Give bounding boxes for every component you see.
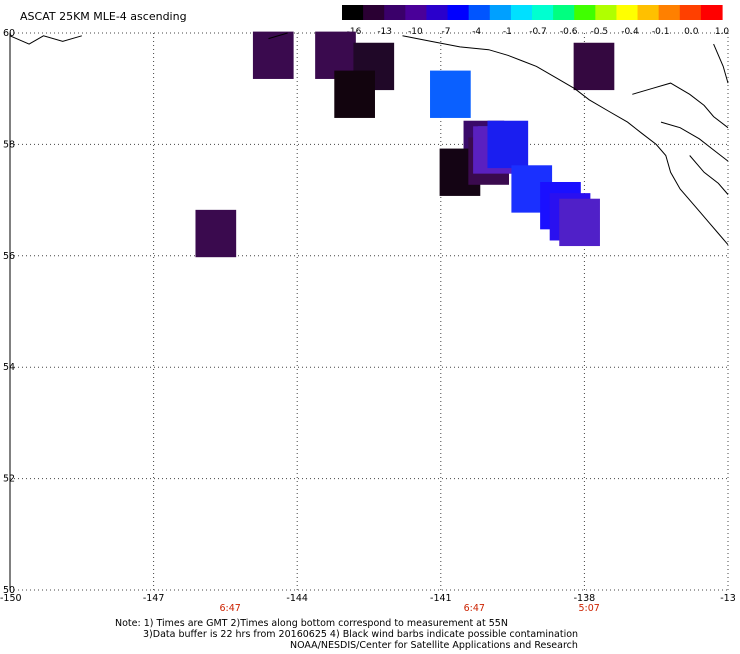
latitude-tick-label: 56 [3,251,15,262]
longitude-tick-label: -150 [0,593,22,604]
coastline-segment [268,32,288,40]
colorbar-label: 1.0 [715,27,730,37]
colorbar-swatch [405,5,428,20]
coastline-segment [632,82,729,129]
colorbar-label: -0.1 [652,27,670,37]
data-cell [252,31,294,79]
colorbar-swatch [616,5,639,20]
colorbar-label: -10 [408,27,423,37]
colorbar-swatch [426,5,449,20]
longitude-tick-label: -141 [430,593,452,604]
latitude-tick-label: 58 [3,139,15,150]
note-line-2: 3)Data buffer is 22 hrs from 20160625 4)… [143,629,578,640]
lat-lon-grid [9,32,729,591]
colorbar-swatch [489,5,512,20]
colorbar-swatch [679,5,702,20]
latitude-tick-label: 54 [3,362,15,373]
colorbar-swatch [468,5,491,20]
time-label: 6:47 [464,603,485,614]
colorbar-label: -0.7 [529,27,547,37]
longitude-tick-label: -144 [286,593,308,604]
longitude-tick-label: -147 [143,593,165,604]
colorbar-swatch [384,5,406,20]
colorbar-swatch [595,5,618,20]
latitude-tick-label: 60 [3,28,15,39]
colorbar-label: -13 [377,27,392,37]
colorbar-swatch [342,5,364,20]
coastline-segment [660,121,729,162]
time-label: 6:47 [220,603,241,614]
note-line-3: NOAA/NESDIS/Center for Satellite Applica… [290,640,578,650]
coastline-segment [9,35,82,45]
time-label: 5:07 [579,603,600,614]
coastline [9,32,729,246]
coastline-segment [689,155,729,195]
colorbar-swatch [532,5,554,20]
colorbar-label: -0.5 [591,27,609,37]
colorbar-swatch [510,5,533,20]
longitude-tick-label: -13 [720,593,736,604]
coastline-segment [713,43,729,84]
colorbar-swatch [447,5,470,20]
colorbar-label: -1 [503,27,512,37]
coastline-segment [402,35,729,246]
data-cell [430,70,471,118]
latitude-tick-label: 50 [3,585,15,596]
time-labels: 6:47 6:47 5:07 [220,603,600,614]
colorbar-swatch [637,5,660,20]
data-cell [559,198,600,247]
data-cell [334,70,375,118]
colorbar-swatch [658,5,681,20]
data-cell [195,209,237,258]
data-cell [487,120,529,169]
longitude-tick-label: -138 [574,593,596,604]
colorbar-label: -0.6 [560,27,578,37]
note-line-1: Note: 1) Times are GMT 2)Times along bot… [115,618,508,629]
colorbar-label: -4 [472,27,481,37]
colorbar-label: -7 [442,27,451,37]
colorbar-label: 0.0 [684,27,699,37]
colorbar: -16-13-10-7-4-1-0.7-0.6-0.5-0.4-0.10.01.… [342,5,729,37]
map-title: ASCAT 25KM MLE-4 ascending [20,10,187,23]
colorbar-swatch [700,5,723,20]
colorbar-swatch [363,5,385,20]
data-cells [195,31,615,258]
latitude-tick-label: 52 [3,474,15,485]
latitude-tick-labels: 50 52 54 56 58 60 [3,28,15,596]
data-cell [573,42,615,91]
longitude-tick-labels: -150 -147 -144 -141 -138 -13 [0,593,736,604]
colorbar-swatch [553,5,575,20]
colorbar-label: -0.4 [621,27,639,37]
colorbar-swatch [574,5,596,20]
